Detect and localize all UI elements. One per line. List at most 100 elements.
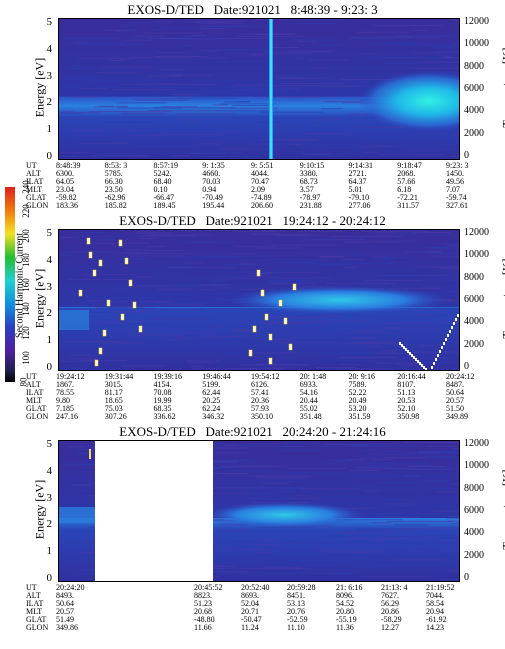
eph-value: 185.82 (104, 201, 127, 210)
eph-value: 58.54 (426, 599, 444, 608)
eph-value: 8096. (336, 591, 354, 600)
energy-tick: 3 (46, 69, 53, 82)
eph-value: 7.185 (56, 404, 74, 413)
eph-value: 5199. (202, 380, 221, 389)
eph-value: 20.53 (397, 396, 416, 405)
eph-value: -79.10 (348, 193, 370, 202)
eph-row-label: MLT (26, 185, 43, 194)
eph-value: 5.01 (348, 185, 363, 194)
eph-value: 53.13 (287, 599, 305, 608)
eph-value: -55.19 (336, 615, 357, 624)
temperature-tick: 6000 (464, 294, 484, 305)
eph-value: 4154. (153, 380, 172, 389)
eph-value: 49.56 (446, 177, 464, 186)
eph-value: 20:24:20 (56, 583, 85, 592)
eph-value: 9:18:47 (397, 161, 422, 170)
eph-value: 8693. (241, 591, 259, 600)
energy-tick: 5 (46, 227, 53, 239)
eph-value: 20: 1:48 (299, 372, 327, 381)
eph-value: 53.20 (348, 404, 367, 413)
eph-row-label: ILAT (26, 177, 44, 186)
temperature-tick: 6000 (464, 83, 484, 94)
eph-value: 350.10 (251, 412, 273, 421)
eph-value: 183.36 (56, 201, 78, 210)
eph-value: -74.89 (251, 193, 272, 202)
colorbar-gradient (5, 187, 15, 382)
eph-value: 8823. (194, 591, 212, 600)
eph-value: 7589. (348, 380, 367, 389)
eph-value: 3380. (299, 169, 318, 178)
eph-value: 20.57 (56, 607, 74, 616)
eph-value: 12.27 (381, 623, 399, 632)
eph-value: 20.80 (336, 607, 354, 616)
eph-value: 336.62 (153, 412, 176, 421)
eph-value: 52.22 (348, 388, 367, 397)
eph-value: 189.45 (153, 201, 176, 210)
eph-value: -58.29 (381, 615, 402, 624)
energy-tick: 5 (46, 438, 53, 450)
eph-value: 81.17 (104, 388, 123, 397)
eph-value: 11.24 (241, 623, 259, 632)
eph-value: 57.93 (251, 404, 269, 413)
eph-row-label: UT (26, 161, 37, 170)
energy-tick: 0 (46, 361, 53, 373)
eph-value: 350.98 (397, 412, 420, 421)
eph-value: 7.07 (446, 185, 460, 194)
eph-value: 51.23 (194, 599, 212, 608)
eph-value: 1450. (446, 169, 464, 178)
eph-value: -50.47 (241, 615, 262, 624)
eph-value: 5242. (153, 169, 172, 178)
eph-value: 6933. (299, 380, 318, 389)
eph-value: 19:54:12 (251, 372, 280, 381)
temperature-axis-label: Temperature [K] (499, 469, 505, 550)
temperature-tick: 4000 (464, 316, 484, 328)
panel-3-plot (58, 440, 460, 582)
eph-value: 21:13: 4 (381, 583, 408, 592)
energy-axis-label: Energy [eV] (32, 479, 47, 540)
energy-tick: 3 (46, 280, 53, 293)
colorbar (5, 187, 15, 382)
eph-value: 327.61 (446, 201, 468, 210)
temperature-tick: 10000 (464, 460, 489, 472)
eph-value: 23.04 (56, 185, 74, 194)
eph-value: 20.36 (251, 396, 269, 405)
energy-tick: 0 (46, 150, 53, 162)
panel-3-spectrogram (59, 441, 459, 581)
eph-value: 9.80 (56, 396, 70, 405)
eph-value: 206.60 (251, 201, 273, 210)
temperature-tick: 10000 (464, 38, 489, 50)
eph-value: 52.10 (397, 404, 416, 413)
panel-2-plot (58, 229, 460, 371)
eph-value: 20.86 (381, 607, 399, 616)
eph-value: 75.03 (104, 404, 123, 413)
panel-3-title: EXOS-D/TED Date:921021 20:24:20 - 21:24:… (119, 424, 386, 439)
eph-value: 351.48 (299, 412, 322, 421)
eph-value: 8487. (446, 380, 464, 389)
eph-value: 8:53: 3 (104, 161, 128, 170)
eph-value: 20.57 (446, 396, 464, 405)
eph-value: -62.96 (104, 193, 126, 202)
temperature-tick: 4000 (464, 527, 484, 539)
eph-value: 4660. (202, 169, 221, 178)
temperature-tick: 8000 (464, 60, 484, 72)
eph-value: 51.49 (56, 615, 74, 624)
eph-value: 6.18 (397, 185, 412, 194)
eph-row-label: UT (26, 583, 37, 592)
colorbar-label: Second Harmonic Current (14, 233, 26, 338)
eph-value: 56.29 (381, 599, 399, 608)
temperature-tick: 12000 (464, 16, 489, 27)
eph-value: 68.73 (299, 177, 318, 186)
eph-value: -66.47 (153, 193, 175, 202)
eph-value: 7044. (426, 591, 444, 600)
eph-row-label: ILAT (26, 599, 44, 608)
energy-tick: 0 (46, 572, 53, 584)
eph-value: 11.66 (194, 623, 212, 632)
eph-value: 51.13 (397, 388, 416, 397)
eph-value: 11.10 (287, 623, 305, 632)
eph-value: 70.47 (251, 177, 269, 186)
eph-value: 64.05 (56, 177, 74, 186)
eph-row-label: MLT (26, 396, 43, 405)
eph-value: 8493. (56, 591, 74, 600)
energy-tick: 5 (46, 16, 53, 28)
temperature-tick: 0 (464, 572, 469, 583)
